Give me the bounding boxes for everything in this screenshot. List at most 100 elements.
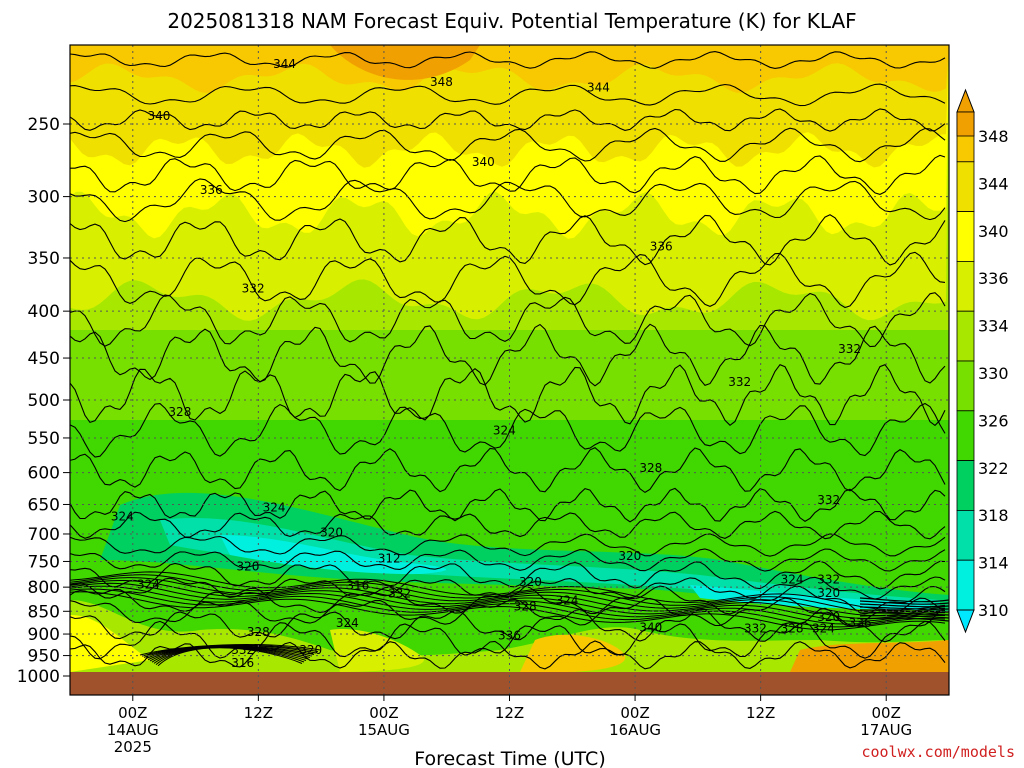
contour-label-324: 324 — [781, 573, 804, 587]
contour-line — [70, 51, 946, 69]
ground-below-surface — [70, 672, 949, 695]
moist-layer-318 — [160, 518, 940, 606]
contour-label-332: 332 — [838, 342, 861, 356]
y-tick-label: 500 — [28, 391, 60, 411]
contour-label-312: 312 — [378, 551, 401, 565]
colorbar-swatch — [956, 410, 975, 461]
y-tick-label: 600 — [28, 464, 60, 484]
contour-label-316: 316 — [231, 656, 254, 670]
contour-line — [70, 251, 946, 309]
contour-label-332: 332 — [242, 282, 265, 296]
contour-label-336: 336 — [200, 183, 223, 197]
contour-label-328: 328 — [247, 625, 270, 639]
y-tick-label: 1000 — [17, 667, 60, 687]
x-tick-date: 15AUG — [358, 721, 410, 739]
x-tick-label: 12Z — [244, 704, 273, 722]
y-tick-label: 550 — [28, 429, 60, 449]
contour-line — [70, 576, 946, 600]
contour-line — [859, 617, 949, 622]
colorbar-bottom-arrow — [956, 609, 975, 634]
contour-label-344: 344 — [587, 80, 610, 94]
colorbar-label: 318 — [978, 506, 1009, 525]
contour-label-324: 324 — [137, 578, 160, 592]
colorbar-swatch — [956, 260, 975, 312]
colorbar-label: 344 — [978, 174, 1009, 193]
contour-line — [70, 574, 946, 614]
contour-label-320: 320 — [817, 610, 840, 624]
boundary-warm-b — [520, 634, 626, 672]
colorbar: 348 344 340 336 334 330 326 322 318 314 310 — [956, 88, 1009, 634]
contour-line — [859, 615, 949, 619]
contour-line — [70, 127, 946, 163]
colorbar-label: 340 — [978, 222, 1009, 241]
contour-line — [70, 108, 946, 132]
contour-line — [70, 577, 946, 616]
contour-label-332: 332 — [231, 643, 254, 657]
y-tick-label: 950 — [28, 647, 60, 667]
x-tick-label: 00Z — [872, 704, 901, 722]
contour-line — [70, 560, 946, 590]
contour-line — [70, 178, 946, 223]
contour-line — [70, 292, 946, 348]
contour-line — [70, 585, 946, 625]
contour-label-340: 340 — [639, 620, 662, 634]
contour-label-316: 316 — [346, 579, 369, 593]
x-tick-label: 00Z — [369, 704, 398, 722]
contour-line — [70, 83, 946, 107]
colorbar-swatch — [956, 211, 975, 262]
contour-line — [859, 606, 949, 610]
moist-layer-314 — [220, 535, 447, 575]
x-tick-label: 00Z — [620, 704, 649, 722]
contour-line — [859, 612, 949, 616]
colorbar-label: 314 — [978, 554, 1009, 573]
contour-label-324: 324 — [493, 424, 516, 438]
band-348 — [330, 45, 480, 80]
contour-label-320: 320 — [299, 643, 322, 657]
contour-label-328: 328 — [514, 600, 537, 614]
x-tick-label: 00Z — [118, 704, 147, 722]
contour-line — [70, 588, 946, 628]
contour-label-320: 320 — [618, 549, 641, 563]
contour-line — [70, 402, 946, 458]
contour-label-348: 348 — [430, 75, 453, 89]
contour-label-332: 332 — [728, 375, 751, 389]
contour-line — [859, 597, 949, 603]
boundary-warm-a — [70, 615, 150, 672]
colorbar-swatch — [956, 360, 975, 412]
colorbar-swatch — [956, 460, 975, 511]
contour-line — [70, 154, 946, 195]
y-tick-label: 300 — [28, 188, 60, 208]
contour-line — [70, 640, 946, 670]
colorbar-label: 336 — [978, 269, 1009, 288]
colorbar-label: 330 — [978, 364, 1009, 383]
colorbar-swatch — [956, 559, 975, 611]
contour-label-328: 328 — [168, 405, 191, 419]
contour-label-324: 324 — [263, 501, 286, 515]
x-tick-year: 2025 — [114, 738, 152, 756]
contour-label-328: 328 — [639, 461, 662, 475]
x-axis-label: Forecast Time (UTC) — [414, 748, 605, 768]
contour-line — [70, 447, 946, 494]
colorbar-label: 326 — [978, 411, 1009, 430]
contour-lines — [70, 51, 949, 670]
contour-label-340: 340 — [472, 155, 495, 169]
contour-line — [70, 591, 946, 631]
contour-line — [70, 548, 946, 572]
contour-line — [70, 214, 946, 266]
chart-title: 2025081318 NAM Forecast Equiv. Potential… — [167, 9, 856, 33]
colorbar-swatch — [956, 161, 975, 213]
contour-label-324: 324 — [336, 616, 359, 630]
contour-label-328: 328 — [781, 622, 804, 636]
moist-layer-314b — [690, 585, 930, 610]
contour-line — [70, 533, 946, 557]
y-tick-label: 450 — [28, 349, 60, 369]
contour-labels: 344 348 344 340 340 336 336 332 332 332 328 324 328 3… — [111, 57, 872, 670]
contour-line — [70, 323, 946, 387]
plot-area: 344 348 344 340 340 336 336 332 332 332 328 324 328 3… — [70, 45, 949, 695]
contour-label-336: 336 — [650, 239, 673, 253]
contour-line — [70, 487, 946, 523]
contour-label-344: 344 — [273, 57, 296, 71]
contour-label-332: 332 — [817, 573, 840, 587]
